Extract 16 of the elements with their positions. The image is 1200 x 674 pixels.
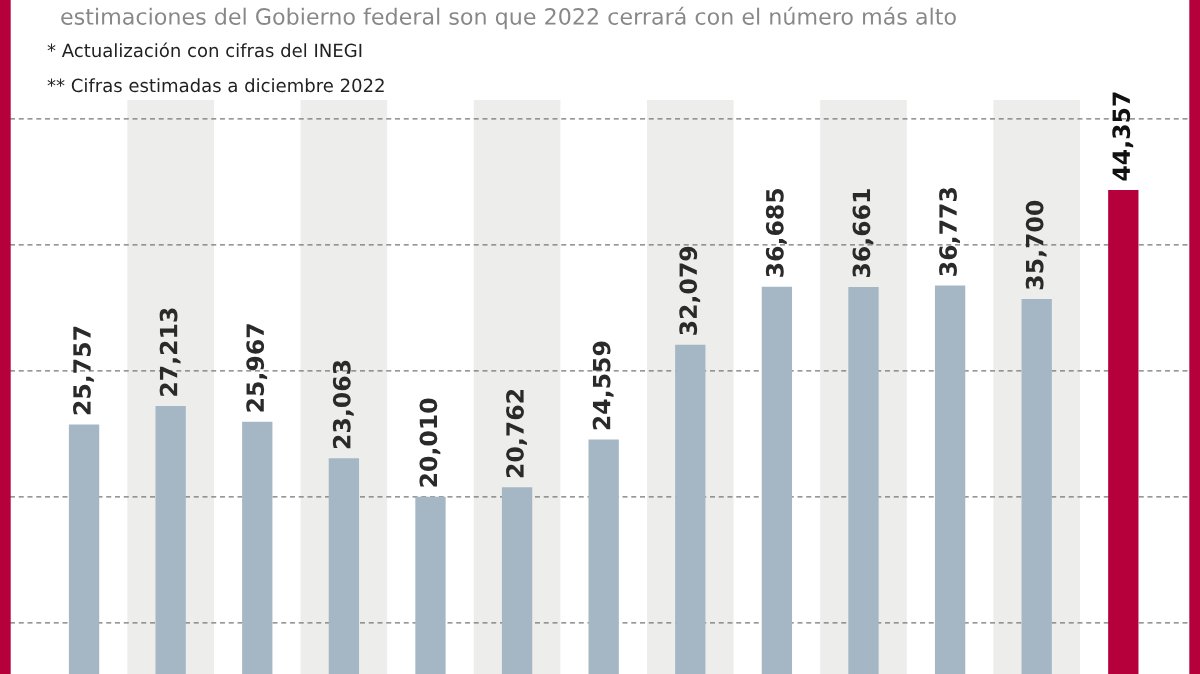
data-label: 35,700 — [1025, 200, 1047, 290]
data-label: 20,762 — [506, 389, 527, 478]
data-label: 36,685 — [765, 188, 787, 277]
data-label: 32,079 — [679, 246, 701, 335]
data-label: 20,010 — [419, 398, 441, 487]
data-label: 36,661 — [852, 189, 874, 278]
text: * Actualización con cifras del INEGI — [47, 42, 362, 58]
chart-title: estimaciones del Gobierno federal son que 2022 cerrará con el número más alto — [61, 6, 956, 30]
data-label: 36,773 — [939, 188, 960, 276]
data-label: 25,757 — [73, 326, 94, 415]
data-label: 23,063 — [332, 360, 354, 449]
text: ** Cifras estimadas a diciembre 2022 — [47, 78, 384, 93]
data-label: 25,967 — [246, 324, 268, 412]
data-label: 24,559 — [592, 341, 614, 430]
data-label: 44,357 — [1112, 92, 1134, 181]
data-label: 27,213 — [159, 308, 181, 396]
